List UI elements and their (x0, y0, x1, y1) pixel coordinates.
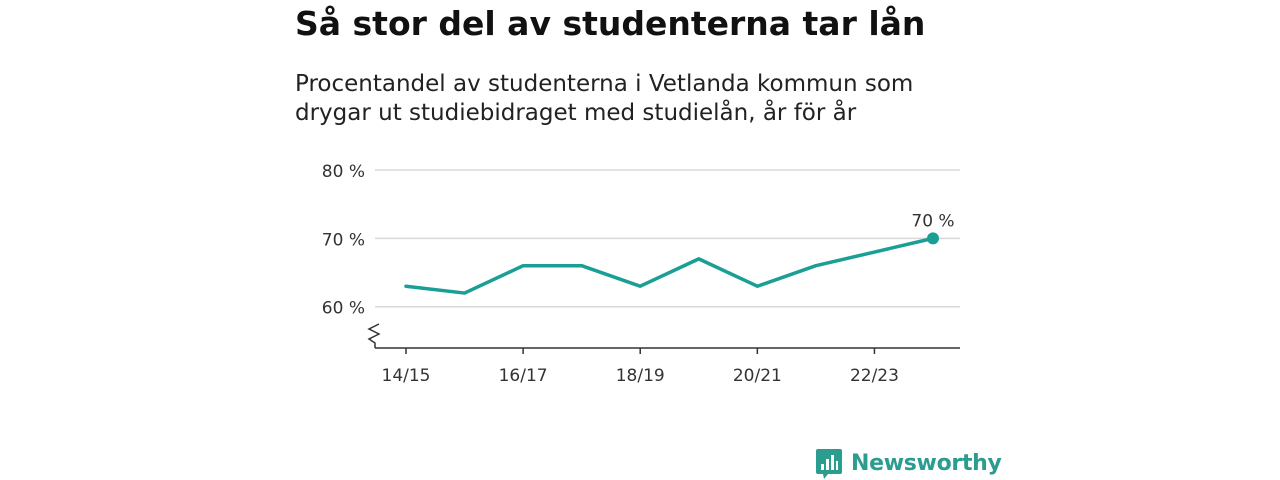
line-chart: 60 % 70 % 80 % 14/15 16/17 18/19 20/21 22/23 7… (322, 162, 960, 386)
end-value-label: 70 % (911, 211, 954, 231)
x-tick-label: 20/21 (733, 366, 782, 386)
x-tick-label: 16/17 (499, 366, 548, 386)
y-tick-label: 60 % (322, 299, 365, 319)
x-tick-label: 18/19 (616, 366, 665, 386)
axis-break-mark (367, 323, 381, 348)
end-point-marker (927, 232, 939, 245)
series-line (404, 236, 935, 295)
y-tick-label: 70 % (322, 230, 365, 250)
label-layer: 70 % (911, 211, 954, 231)
series-layer (404, 232, 939, 295)
y-tick-label: 80 % (322, 162, 365, 182)
x-tick-label: 14/15 (382, 366, 431, 386)
chart-subtitle: Procentandel av studenterna i Vetlanda k… (295, 71, 914, 126)
chart-container: Så stor del av studenterna tar lån Proce… (295, 0, 985, 480)
x-axis: 14/15 16/17 18/19 20/21 22/23 (367, 323, 960, 386)
x-tick-label: 22/23 (850, 366, 899, 386)
newsworthy-logo-icon (816, 449, 842, 479)
y-axis: 60 % 70 % 80 % (322, 162, 365, 319)
chart-title: Så stor del av studenterna tar lån (295, 4, 926, 43)
brand-name: Newsworthy (851, 450, 1002, 476)
newsworthy-brand: Newsworthy (815, 446, 1002, 480)
gridlines (375, 169, 960, 308)
